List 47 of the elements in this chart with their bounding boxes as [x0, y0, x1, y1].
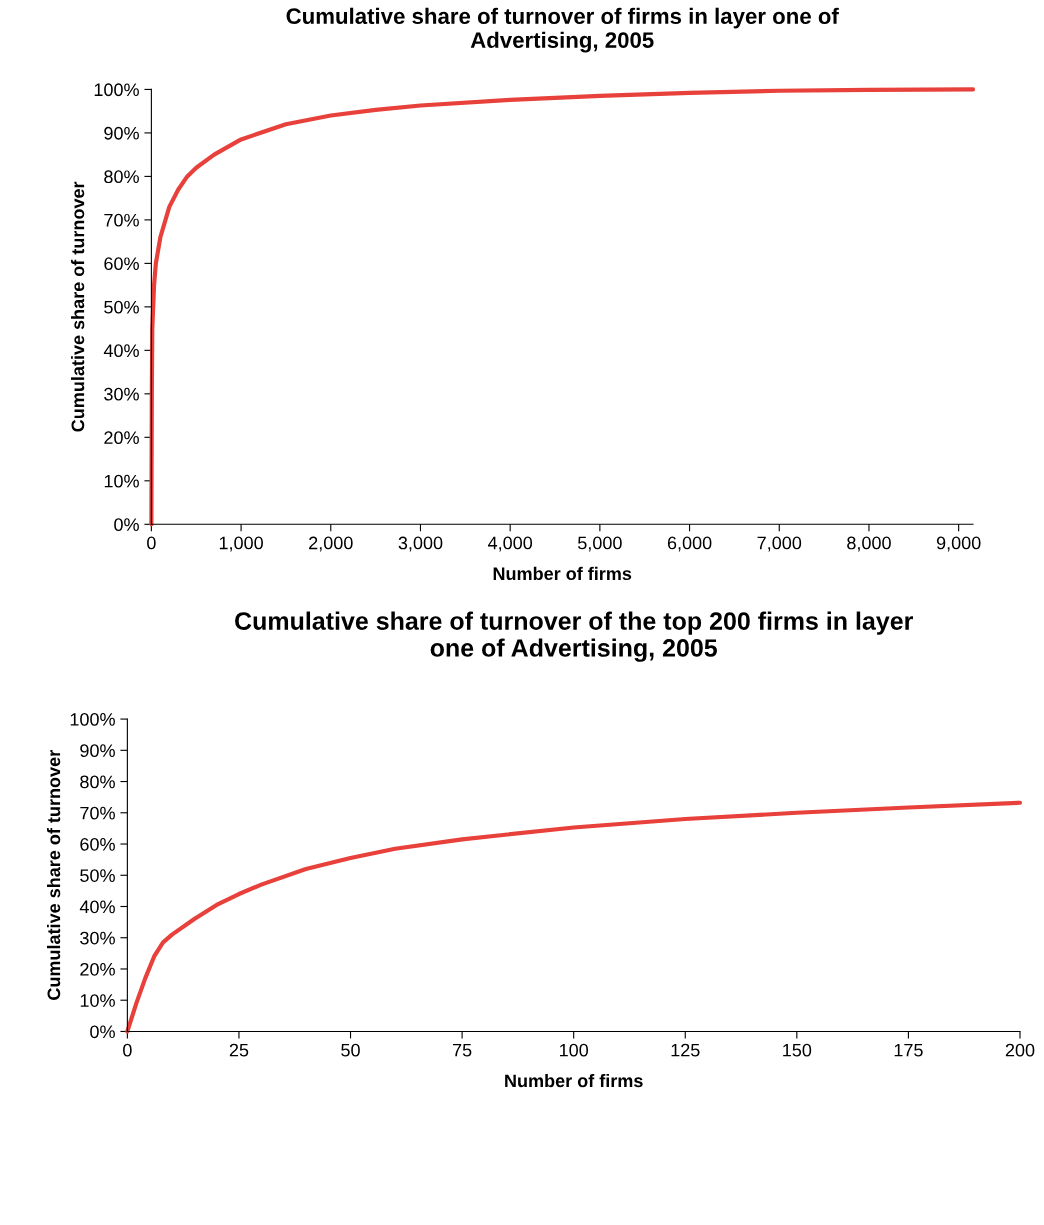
y-tick-label: 90% [80, 744, 115, 758]
x-tick-label: 25 [229, 1043, 249, 1057]
y-tick-label: 0% [114, 518, 139, 532]
y-tick-label: 20% [104, 431, 139, 445]
y-tick-label: 80% [80, 775, 115, 789]
y-tick-label: 10% [80, 994, 115, 1007]
y-tick-label: 30% [104, 387, 139, 401]
x-tick-label: 1,000 [219, 536, 263, 552]
y-tick-label: 60% [80, 837, 115, 851]
x-tick-label: 6,000 [667, 536, 712, 552]
x-tick-label: 5,000 [578, 536, 622, 552]
y-tick-label: 10% [104, 474, 139, 488]
y-tick-label: 80% [104, 170, 139, 184]
x-tick-label: 125 [671, 1043, 700, 1057]
y-tick-label: 100% [94, 83, 139, 97]
x-tick-label: 4,000 [488, 536, 533, 552]
y-tick-label: 50% [80, 869, 115, 882]
x-tick-label: 150 [783, 1043, 812, 1057]
y-tick-label: 60% [104, 257, 139, 271]
y-tick-label: 90% [104, 126, 139, 140]
x-tick-label: 200 [1005, 1043, 1035, 1057]
x-tick-label: 50 [341, 1043, 360, 1057]
x-tick-label: 8,000 [847, 536, 891, 552]
x-tick-label: 9,000 [936, 536, 981, 552]
x-tick-label: 0 [147, 536, 156, 550]
x-tick-label: 7,000 [757, 536, 802, 552]
y-tick-label: 20% [80, 962, 115, 976]
x-tick-label: 75 [452, 1043, 472, 1057]
x-tick-label: 0 [123, 1043, 132, 1057]
y-tick-label: 30% [80, 931, 115, 945]
x-tick-label: 100 [559, 1043, 589, 1057]
y-axis-title: Cumulative share of turnover [47, 750, 61, 1000]
y-tick-label: 70% [104, 213, 139, 227]
y-tick-label: 40% [79, 900, 115, 914]
chart-title: Cumulative share of turnover of firms in layer one of Advertising, 2005 [286, 7, 839, 53]
x-axis-title: Number of firms [505, 1073, 643, 1088]
x-tick-label: 3,000 [398, 536, 443, 552]
x-axis-title: Number of firms [493, 566, 632, 581]
y-tick-label: 0% [90, 1025, 115, 1039]
x-tick-label: 175 [894, 1043, 923, 1057]
y-tick-label: 40% [103, 344, 139, 358]
y-axis-title: Cumulative share of turnover [71, 181, 85, 432]
y-tick-label: 50% [104, 300, 139, 314]
chart-title: Cumulative share of turnover of the top 200 firms in layer one of Advertising, 2005 [235, 611, 913, 662]
y-tick-label: 70% [80, 806, 115, 820]
y-tick-label: 100% [70, 713, 115, 726]
x-tick-label: 2,000 [309, 536, 353, 552]
